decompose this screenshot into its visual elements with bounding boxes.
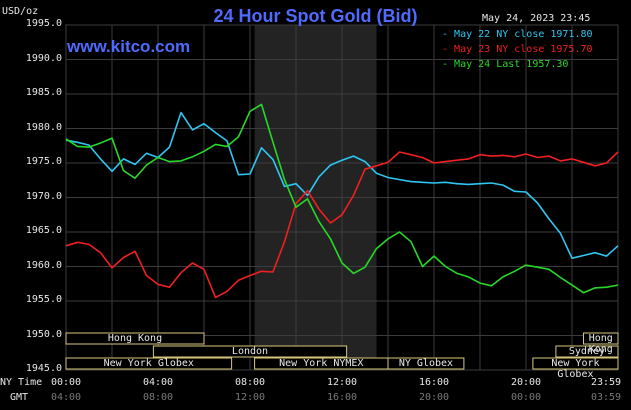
y-tick-label: 1985.0: [25, 87, 62, 98]
session-label: Sydney: [568, 346, 605, 357]
x-tick-label-gmt: 16:00: [326, 392, 358, 403]
x-tick-label-gmt: 08:00: [142, 392, 174, 403]
session-bar: [532, 357, 619, 370]
y-tick-label: 1965.0: [25, 225, 62, 236]
y-tick-label: 1980.0: [25, 121, 62, 133]
y-tick-label: 1945.0: [25, 363, 62, 374]
y-tick-label: 1995.0: [25, 18, 62, 29]
legend-label-may24: May 24 Last 1957.30: [454, 59, 569, 70]
legend-item-may24: - May 24 Last 1957.30: [442, 59, 569, 70]
y-tick-label: 1970.0: [25, 190, 62, 202]
chart-title: 24 Hour Spot Gold (Bid): [213, 6, 418, 26]
x-tick-label-ny: 12:00: [326, 377, 358, 388]
gmt-label: GMT: [10, 392, 29, 403]
x-tick-label-gmt: 03:59: [590, 392, 622, 403]
legend-item-may23: - May 23 NY close 1975.70: [442, 44, 593, 55]
session-label: New York Globex: [103, 358, 194, 369]
x-tick-label-ny: 20:00: [510, 377, 542, 388]
y-tick-label: 1955.0: [25, 294, 62, 305]
session-bars: [65, 332, 619, 370]
session-bar: [583, 332, 619, 345]
legend-label-may22: May 22 NY close 1971.80: [454, 29, 593, 40]
grid-lines: [65, 24, 619, 371]
session-label: NY Globex: [398, 358, 454, 369]
legend-label-may23: May 23 NY close 1975.70: [454, 44, 593, 55]
x-tick-label-gmt: 00:00: [510, 392, 542, 403]
series-line-2: [65, 103, 619, 294]
session-label: London: [231, 346, 269, 357]
x-tick-label-gmt: 04:00: [50, 392, 82, 403]
x-tick-label-ny: 00:00: [50, 377, 82, 388]
y-tick-label: 1950.0: [25, 328, 62, 340]
session-bar: [65, 332, 205, 345]
session-bar: [65, 357, 233, 370]
x-tick-label-ny: 04:00: [142, 377, 174, 388]
session-bar: [555, 345, 619, 358]
x-tick-label-ny: 16:00: [418, 377, 450, 388]
y-tick-label: 1960.0: [25, 259, 62, 271]
x-tick-label-ny: 08:00: [234, 377, 266, 388]
session-bar: [152, 345, 348, 358]
session-label: Hong Kong: [107, 333, 163, 344]
x-tick-label-ny: 23:59: [590, 377, 622, 388]
brand-link[interactable]: www.kitco.com: [67, 37, 191, 56]
y-tick-label: 1990.0: [25, 52, 62, 64]
session-label: New York NYMEX: [279, 358, 364, 369]
y-unit-label: USD/oz: [2, 6, 39, 17]
session-bar: [387, 357, 465, 370]
legend-item-may22: - May 22 NY close 1971.80: [442, 29, 593, 40]
session-label: New York Globex: [551, 358, 600, 380]
session-label: Hong Kong: [588, 333, 613, 355]
x-tick-label-gmt: 12:00: [234, 392, 266, 403]
series-lines: [65, 103, 619, 299]
y-tick-label: 1975.0: [25, 156, 62, 167]
legend: - May 22 NY close 1971.80 - May 23 NY cl…: [442, 27, 593, 72]
x-tick-label-gmt: 20:00: [418, 392, 450, 403]
timestamp: May 24, 2023 23:45: [482, 13, 591, 24]
series-line-1: [65, 151, 619, 299]
ny-time-label: NY Time: [0, 377, 43, 388]
